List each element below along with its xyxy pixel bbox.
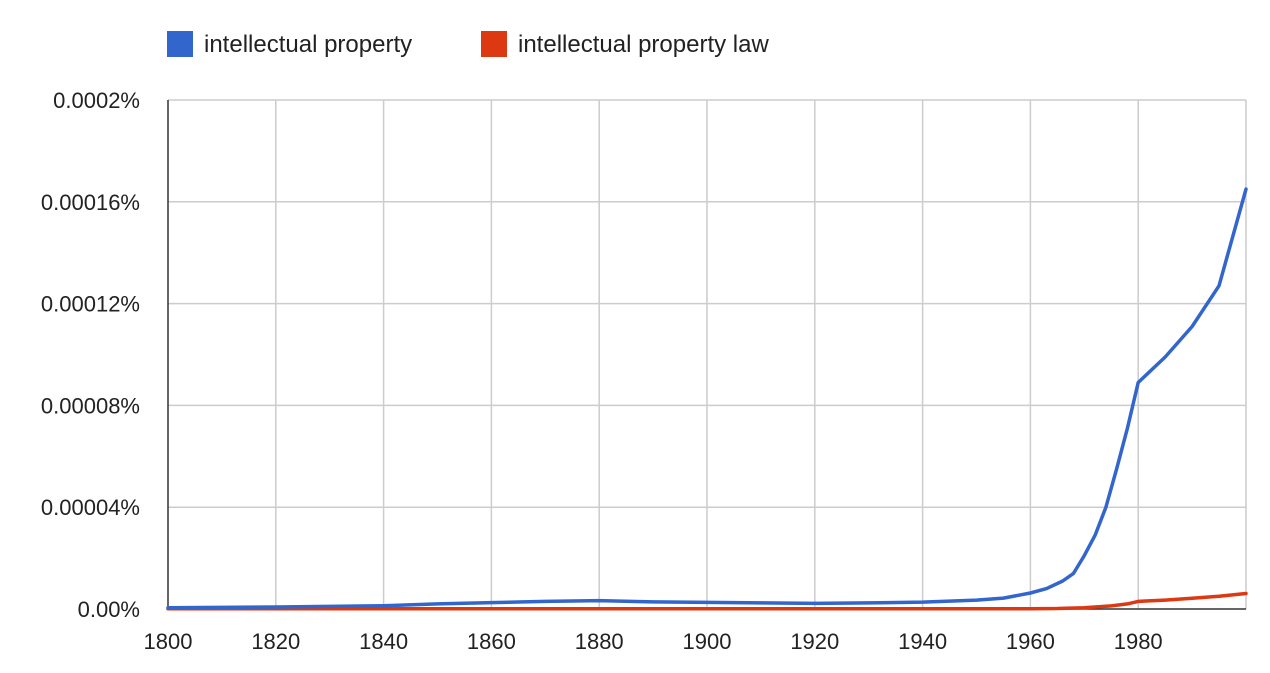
x-tick-label: 1920 bbox=[790, 629, 839, 654]
x-tick-label: 1960 bbox=[1006, 629, 1055, 654]
y-tick-label: 0.00008% bbox=[41, 393, 140, 418]
y-tick-label: 0.00004% bbox=[41, 495, 140, 520]
gridlines bbox=[168, 99, 1247, 609]
x-tick-label: 1940 bbox=[898, 629, 947, 654]
x-tick-label: 1880 bbox=[575, 629, 624, 654]
x-tick-label: 1900 bbox=[683, 629, 732, 654]
legend: intellectual property intellectual prope… bbox=[167, 31, 769, 58]
x-tick-label: 1860 bbox=[467, 629, 516, 654]
y-tick-label: 0.00016% bbox=[41, 190, 140, 215]
y-tick-label: 0.00% bbox=[78, 597, 140, 622]
series-line-0 bbox=[166, 187, 1248, 610]
legend-item-series-1[interactable]: intellectual property law bbox=[481, 31, 769, 58]
legend-label-series-0: intellectual property bbox=[204, 31, 412, 58]
series-line-1 bbox=[166, 591, 1248, 611]
series-lines bbox=[166, 187, 1248, 611]
x-tick-label: 1820 bbox=[251, 629, 300, 654]
x-tick-label: 1840 bbox=[359, 629, 408, 654]
legend-item-series-0[interactable]: intellectual property bbox=[167, 31, 412, 58]
y-axis-tick-labels: 0.00% 0.00004% 0.00008% 0.00012% 0.00016% 0.0… bbox=[41, 88, 140, 622]
legend-swatch-series-1 bbox=[481, 31, 507, 57]
x-axis-tick-labels: 1800 1820 1840 1860 1880 1900 1920 1940 1960 1980 bbox=[144, 629, 1163, 654]
legend-swatch-series-0 bbox=[167, 31, 193, 57]
x-tick-label: 1800 bbox=[144, 629, 193, 654]
x-tick-label: 1980 bbox=[1114, 629, 1163, 654]
legend-label-series-1: intellectual property law bbox=[518, 31, 769, 58]
y-tick-label: 0.0002% bbox=[53, 88, 140, 113]
y-tick-label: 0.00012% bbox=[41, 292, 140, 317]
